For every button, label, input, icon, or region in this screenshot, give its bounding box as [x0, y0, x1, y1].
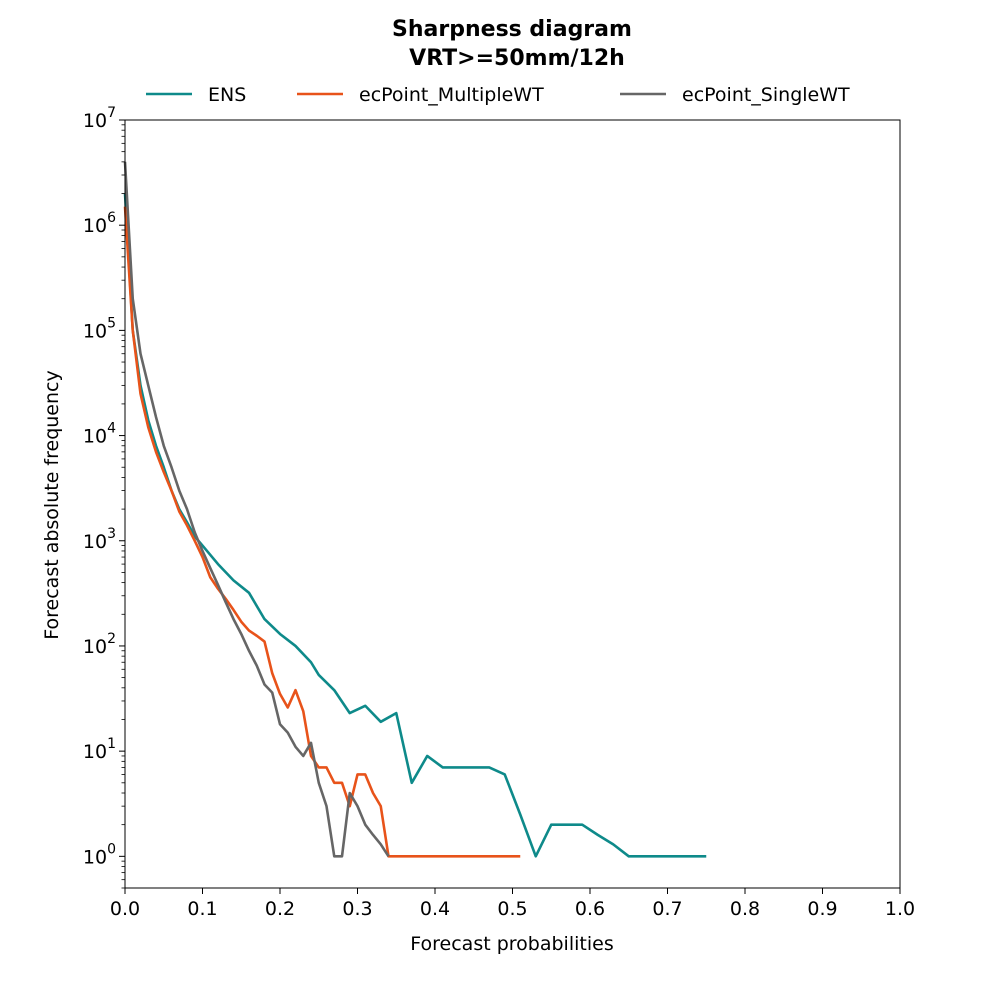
series-line-2: [123, 161, 390, 858]
y-axis: 100 101 102 103 104 105 106 107: [83, 105, 125, 889]
y-tick-label: 102: [83, 631, 116, 658]
chart-subtitle: VRT>=50mm/12h: [409, 46, 625, 71]
x-tick-label: 0.0: [110, 898, 140, 920]
x-tick-label: 0.1: [187, 898, 217, 920]
y-tick-label: 105: [83, 315, 116, 342]
series-layer: [123, 161, 707, 858]
x-tick-label: 0.5: [497, 898, 527, 920]
x-tick-label: 0.4: [420, 898, 450, 920]
legend-label-0: ENS: [208, 84, 246, 106]
x-tick-label: 0.2: [265, 898, 295, 920]
y-tick-label: 107: [83, 105, 116, 132]
x-axis: 0.0 0.1 0.2 0.3 0.4 0.5 0.6 0.7 0.8 0.9 1.0: [110, 888, 915, 920]
series-line-1: [123, 206, 521, 858]
y-tick-label: 101: [83, 736, 116, 763]
x-tick-label: 0.7: [652, 898, 682, 920]
y-tick-label: 104: [83, 421, 116, 448]
legend: ENS ecPoint_MultipleWT ecPoint_SingleWT: [146, 84, 850, 106]
x-tick-label: 0.9: [807, 898, 837, 920]
x-tick-label: 0.3: [342, 898, 372, 920]
y-tick-label: 103: [83, 526, 116, 553]
chart-title: Sharpness diagram: [392, 17, 632, 42]
y-axis-label: Forecast absolute frequency: [41, 370, 63, 639]
legend-label-2: ecPoint_SingleWT: [682, 84, 850, 106]
x-tick-label: 1.0: [885, 898, 915, 920]
x-axis-label: Forecast probabilities: [410, 933, 613, 955]
y-tick-label: 106: [83, 210, 116, 237]
y-tick-label: 100: [83, 841, 116, 868]
x-tick-label: 0.8: [730, 898, 760, 920]
x-tick-label: 0.6: [575, 898, 605, 920]
legend-label-1: ecPoint_MultipleWT: [359, 84, 544, 106]
